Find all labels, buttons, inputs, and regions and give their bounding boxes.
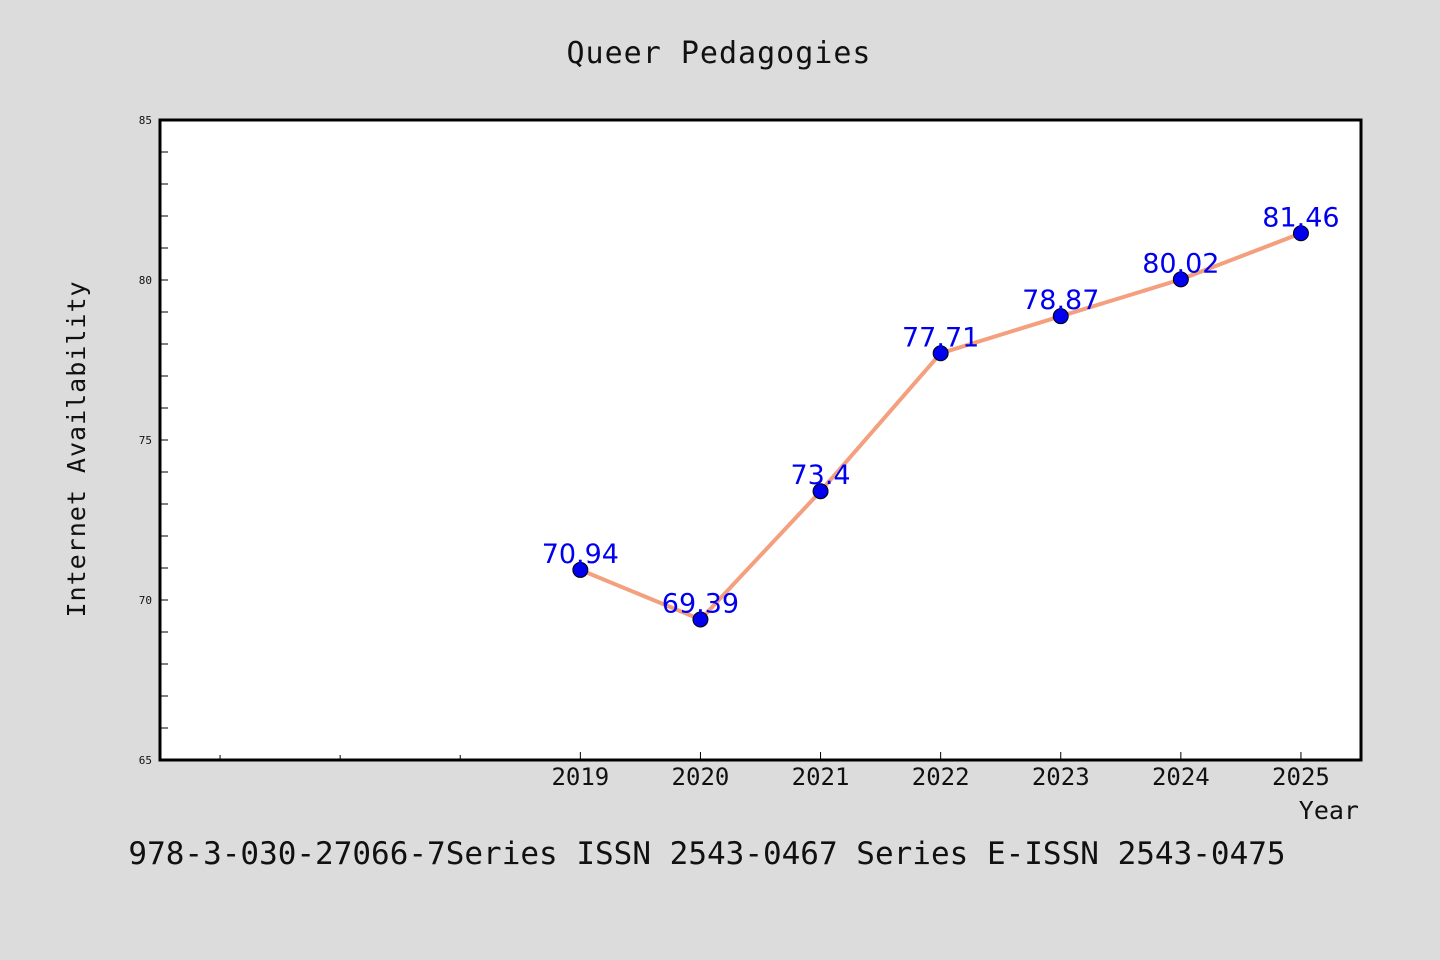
y-tick-label: 85 bbox=[139, 114, 152, 127]
x-tick-label: 2023 bbox=[1032, 763, 1090, 791]
data-label: 81.46 bbox=[1262, 202, 1339, 233]
data-point bbox=[1292, 225, 1309, 242]
plot-area bbox=[158, 118, 1363, 762]
data-label: 73.4 bbox=[790, 460, 850, 491]
data-point bbox=[692, 611, 709, 628]
x-axis-label: Year bbox=[1299, 796, 1359, 825]
y-tick-label: 70 bbox=[139, 594, 152, 607]
chart-title: Queer Pedagogies bbox=[567, 36, 872, 71]
footer-text: 978-3-030-27066-7Series ISSN 2543-0467 S… bbox=[128, 836, 1285, 872]
data-point bbox=[572, 561, 589, 578]
y-tick-label: 80 bbox=[139, 274, 152, 287]
x-axis: 2019 2020 2021 2022 2023 2024 2025 bbox=[219, 752, 1330, 791]
y-axis: 65 70 75 80 85 bbox=[139, 114, 168, 767]
data-label: 78.87 bbox=[1022, 285, 1099, 316]
y-tick-label: 65 bbox=[139, 754, 152, 767]
x-tick-label: 2025 bbox=[1272, 763, 1330, 791]
x-tick-label: 2019 bbox=[551, 763, 609, 791]
data-point bbox=[932, 345, 949, 362]
x-tick-label: 2024 bbox=[1152, 763, 1210, 791]
data-point bbox=[812, 483, 829, 500]
data-point bbox=[1172, 271, 1189, 288]
x-tick-label: 2021 bbox=[792, 763, 850, 791]
y-tick-label: 75 bbox=[139, 434, 152, 447]
data-label: 70.94 bbox=[542, 539, 619, 570]
data-label: 69.39 bbox=[662, 589, 739, 620]
data-point bbox=[1052, 308, 1069, 325]
x-tick-label: 2022 bbox=[912, 763, 970, 791]
data-label: 80.02 bbox=[1142, 248, 1219, 279]
data-label: 77.71 bbox=[902, 322, 979, 353]
series-group: 70.94 69.39 73.4 77.71 78.87 80.02 81.46 bbox=[542, 202, 1340, 628]
x-tick-label: 2020 bbox=[672, 763, 730, 791]
y-axis-label: Internet Availability bbox=[62, 280, 91, 617]
